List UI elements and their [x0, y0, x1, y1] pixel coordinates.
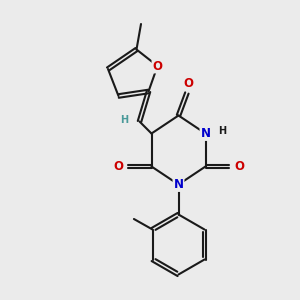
Text: N: N [200, 127, 211, 140]
Text: O: O [183, 77, 194, 90]
Text: O: O [234, 160, 244, 173]
Text: O: O [113, 160, 123, 173]
Text: H: H [120, 115, 129, 125]
Text: H: H [218, 126, 226, 136]
Text: N: N [173, 178, 184, 191]
Text: O: O [152, 59, 163, 73]
